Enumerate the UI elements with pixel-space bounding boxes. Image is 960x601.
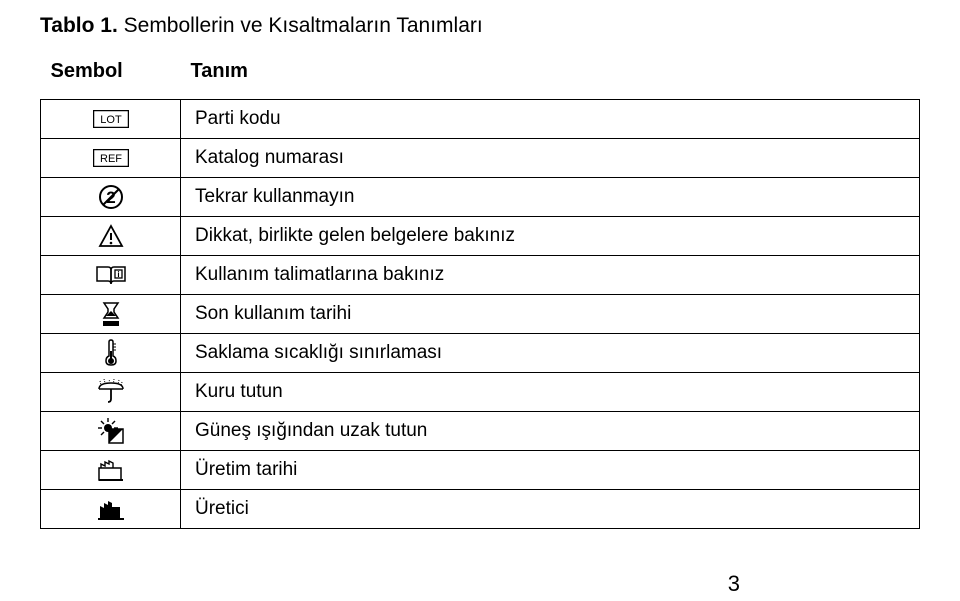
icon-cell: [41, 451, 181, 490]
icon-cell: [41, 490, 181, 529]
table-row: Dikkat, birlikte gelen belgelere bakınız: [41, 217, 920, 256]
temp-limit-icon: [101, 339, 121, 367]
table-row: 2 Tekrar kullanmayın: [41, 178, 920, 217]
icon-cell: [41, 295, 181, 334]
page: Tablo 1. Sembollerin ve Kısaltmaların Ta…: [0, 0, 960, 601]
keep-dry-icon: [96, 379, 126, 405]
definition-cell: Dikkat, birlikte gelen belgelere bakınız: [181, 217, 920, 256]
ref-icon: REF: [93, 149, 129, 167]
icon-cell: 2: [41, 178, 181, 217]
page-number: 3: [728, 571, 740, 597]
definition-cell: Katalog numarası: [181, 139, 920, 178]
table-row: Kuru tutun: [41, 373, 920, 412]
icon-cell: [41, 217, 181, 256]
table-title-text: Sembollerin ve Kısaltmaların Tanımları: [118, 14, 483, 37]
definition-cell: Kullanım talimatlarına bakınız: [181, 256, 920, 295]
icon-cell: [41, 412, 181, 451]
table-number: Tablo 1.: [40, 14, 118, 37]
icon-cell: LOT: [41, 100, 181, 139]
svg-text:LOT: LOT: [100, 114, 122, 126]
table-row: Üretim tarihi: [41, 451, 920, 490]
definition-cell: Son kullanım tarihi: [181, 295, 920, 334]
caution-icon: [98, 224, 124, 248]
no-reuse-icon: 2: [98, 184, 124, 210]
ifu-icon: i: [94, 263, 128, 287]
symbols-table: Sembol Tanım LOT Parti kodu REF: [40, 56, 920, 529]
table-row: LOT Parti kodu: [41, 100, 920, 139]
icon-cell: i: [41, 256, 181, 295]
table-row: i Kullanım talimatlarına bakınız: [41, 256, 920, 295]
svg-text:REF: REF: [100, 153, 122, 165]
col-header-definition: Tanım: [181, 56, 920, 100]
definition-cell: Tekrar kullanmayın: [181, 178, 920, 217]
manufacturer-icon: [97, 497, 125, 521]
definition-cell: Güneş ışığından uzak tutun: [181, 412, 920, 451]
no-sunlight-icon: [97, 417, 125, 445]
definition-cell: Saklama sıcaklığı sınırlaması: [181, 334, 920, 373]
definition-cell: Parti kodu: [181, 100, 920, 139]
definition-cell: Üretim tarihi: [181, 451, 920, 490]
expiry-icon: [99, 301, 123, 327]
svg-text:i: i: [117, 270, 119, 279]
mfg-date-icon: [97, 458, 125, 482]
table-row: Üretici: [41, 490, 920, 529]
table-row: Güneş ışığından uzak tutun: [41, 412, 920, 451]
definition-cell: Üretici: [181, 490, 920, 529]
col-header-symbol: Sembol: [41, 56, 181, 100]
table-row: Son kullanım tarihi: [41, 295, 920, 334]
definition-cell: Kuru tutun: [181, 373, 920, 412]
lot-icon: LOT: [93, 110, 129, 128]
table-row: REF Katalog numarası: [41, 139, 920, 178]
icon-cell: REF: [41, 139, 181, 178]
icon-cell: [41, 373, 181, 412]
table-caption: Tablo 1. Sembollerin ve Kısaltmaların Ta…: [40, 14, 920, 38]
icon-cell: [41, 334, 181, 373]
table-row: Saklama sıcaklığı sınırlaması: [41, 334, 920, 373]
